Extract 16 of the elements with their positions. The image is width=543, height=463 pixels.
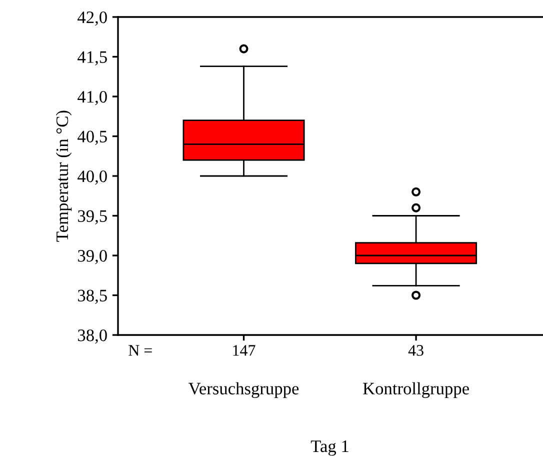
text: 147: [233, 345, 256, 356]
x-axis-title: Tag 1: [310, 440, 348, 456]
y-tick-label: 41,0: [78, 90, 107, 106]
y-tick-label: 38,5: [78, 290, 107, 304]
x-tick-label: Versuchsgruppe: [188, 382, 299, 398]
y-tick-label: 41,5: [78, 51, 107, 66]
y-tick-label: 40,0: [78, 170, 107, 185]
y-axis-title: Temperatur (in °C): [56, 110, 72, 242]
y-tick-label: 38,0: [78, 329, 107, 344]
y-tick-label: 40,5: [78, 130, 107, 145]
text: 43: [408, 345, 424, 356]
y-tick-label: 39,0: [78, 250, 107, 264]
text: N =: [128, 345, 152, 356]
y-tick-label: 42,0: [78, 11, 107, 26]
y-tick-label: 39,5: [78, 210, 107, 224]
x-tick-label: Kontrollgruppe: [363, 382, 469, 398]
